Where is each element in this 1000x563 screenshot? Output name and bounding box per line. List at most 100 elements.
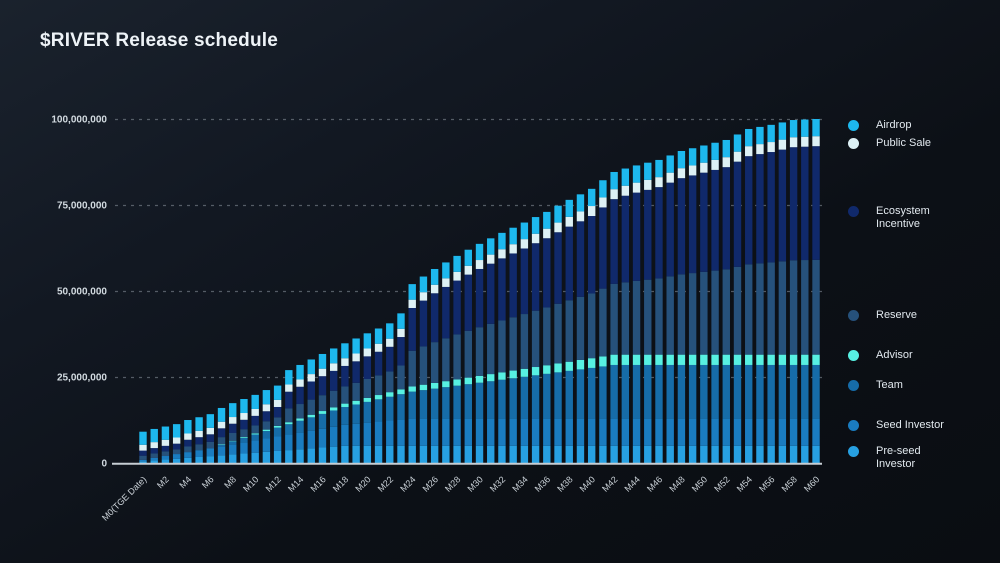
- bar-segment-team: [565, 370, 573, 419]
- bar-m50[interactable]: [700, 145, 708, 463]
- bar-segment-seed-investor: [498, 418, 506, 446]
- bar-m3[interactable]: [172, 424, 181, 463]
- bar-m11[interactable]: [262, 390, 271, 463]
- bar-segment-team: [352, 404, 360, 424]
- bar-m21[interactable]: [374, 328, 383, 464]
- bar-segment-ecosystem-incentive: [475, 268, 484, 328]
- bar-m2[interactable]: [161, 426, 170, 463]
- bar-m7[interactable]: [217, 407, 226, 463]
- legend-item-airdrop[interactable]: Airdrop: [848, 119, 911, 132]
- bar-m55[interactable]: [756, 126, 764, 463]
- bar-m18[interactable]: [341, 343, 349, 463]
- bar-segment-seed-investor: [576, 418, 585, 446]
- bar-m17[interactable]: [329, 348, 338, 463]
- bar-segment-seed-investor: [587, 418, 596, 446]
- x-axis-label-m60: M60: [802, 474, 821, 493]
- bar-m4[interactable]: [184, 420, 192, 463]
- bar-segment-pre-seed-investor: [374, 445, 383, 463]
- bar-m37[interactable]: [554, 205, 562, 463]
- bar-m28[interactable]: [453, 255, 461, 463]
- legend-item-team[interactable]: Team: [848, 379, 903, 392]
- bar-m19[interactable]: [352, 338, 360, 463]
- bar-segment-pre-seed-investor: [273, 450, 282, 463]
- bar-segment-team: [599, 366, 607, 419]
- bar-m35[interactable]: [531, 217, 540, 463]
- bar-m56[interactable]: [767, 124, 775, 463]
- bar-m24[interactable]: [408, 284, 416, 463]
- bar-m39[interactable]: [576, 194, 585, 463]
- bar-segment-advisor: [756, 354, 764, 365]
- x-axis-label-m0: M0(TGE Date): [100, 474, 148, 522]
- legend-item-seed-investor[interactable]: Seed Investor: [848, 419, 944, 432]
- bar-m58[interactable]: [789, 120, 798, 463]
- bar-m1[interactable]: [150, 428, 158, 463]
- bar-m6[interactable]: [206, 414, 214, 463]
- legend-item-reserve[interactable]: Reserve: [848, 309, 917, 322]
- bar-m49[interactable]: [688, 148, 697, 463]
- bar-m13[interactable]: [285, 370, 293, 463]
- bar-segment-team: [812, 364, 820, 419]
- legend-item-advisor[interactable]: Advisor: [848, 349, 913, 362]
- bar-m59[interactable]: [801, 119, 809, 463]
- bar-m30[interactable]: [475, 243, 484, 463]
- bar-m53[interactable]: [733, 134, 742, 463]
- legend-item-pre-seed-investor[interactable]: Pre-seed Investor: [848, 445, 962, 471]
- bar-m23[interactable]: [397, 313, 405, 463]
- bar-m0[interactable]: [139, 431, 147, 463]
- bar-m29[interactable]: [464, 249, 472, 463]
- bar-m54[interactable]: [745, 128, 753, 463]
- bar-segment-public-sale: [386, 338, 394, 347]
- bar-m48[interactable]: [677, 150, 686, 463]
- legend-label-reserve: Reserve: [876, 309, 917, 321]
- bar-m22[interactable]: [386, 323, 394, 463]
- bar-m60[interactable]: [812, 119, 820, 463]
- bar-m16[interactable]: [318, 353, 327, 463]
- bar-m5[interactable]: [195, 417, 203, 463]
- bar-segment-ecosystem-incentive: [363, 356, 372, 380]
- bar-m8[interactable]: [229, 403, 237, 463]
- bar-m43[interactable]: [621, 168, 630, 463]
- bar-segment-airdrop: [767, 124, 775, 143]
- bar-segment-team: [296, 420, 304, 433]
- bar-segment-ecosystem-incentive: [722, 167, 730, 270]
- bar-m10[interactable]: [251, 394, 259, 463]
- bar-m34[interactable]: [520, 222, 529, 463]
- bar-m40[interactable]: [587, 188, 596, 463]
- bar-segment-advisor: [778, 354, 787, 365]
- bar-m38[interactable]: [565, 199, 573, 463]
- bar-m36[interactable]: [543, 211, 551, 463]
- bar-m44[interactable]: [632, 165, 641, 463]
- bar-segment-ecosystem-incentive: [318, 376, 327, 396]
- bar-segment-advisor: [442, 381, 450, 388]
- bar-m27[interactable]: [442, 262, 450, 463]
- bar-m51[interactable]: [711, 142, 719, 463]
- bar-m14[interactable]: [296, 364, 304, 463]
- bar-segment-advisor: [576, 359, 585, 370]
- bar-m57[interactable]: [778, 122, 787, 463]
- bar-m15[interactable]: [307, 359, 315, 463]
- bar-m42[interactable]: [610, 171, 618, 463]
- bar-segment-reserve: [464, 330, 472, 378]
- bar-m25[interactable]: [419, 276, 428, 463]
- bar-segment-team: [554, 372, 562, 419]
- bar-m31[interactable]: [487, 238, 495, 463]
- bar-m45[interactable]: [644, 162, 652, 463]
- y-axis-label-0: 0: [101, 459, 107, 470]
- legend-label-public-sale: Public Sale: [876, 137, 932, 149]
- legend-item-ecosystem-incentive[interactable]: Ecosystem Incentive: [848, 205, 962, 231]
- legend-item-public-sale[interactable]: Public Sale: [848, 137, 931, 150]
- bar-segment-advisor: [408, 386, 416, 392]
- bar-m12[interactable]: [273, 385, 282, 463]
- bar-m46[interactable]: [655, 159, 663, 463]
- bar-m32[interactable]: [498, 232, 506, 463]
- bar-m20[interactable]: [363, 333, 372, 463]
- bar-segment-public-sale: [576, 211, 585, 222]
- bar-m47[interactable]: [666, 155, 674, 463]
- bar-segment-public-sale: [195, 430, 203, 438]
- bar-m9[interactable]: [240, 399, 248, 463]
- bar-segment-reserve: [599, 288, 607, 357]
- bar-m52[interactable]: [722, 139, 730, 463]
- bar-m26[interactable]: [430, 268, 439, 463]
- bar-m41[interactable]: [599, 180, 607, 463]
- bar-m33[interactable]: [509, 227, 517, 463]
